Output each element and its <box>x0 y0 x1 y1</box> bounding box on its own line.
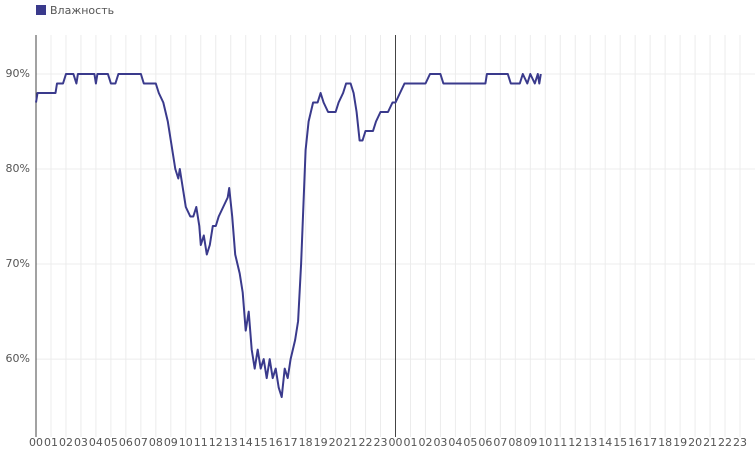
x-tick-label: 23 <box>733 436 747 449</box>
x-tick-label: 05 <box>104 436 118 449</box>
x-tick-label: 05 <box>463 436 477 449</box>
x-tick-label: 06 <box>478 436 492 449</box>
x-tick-label: 09 <box>523 436 537 449</box>
x-tick-label: 13 <box>583 436 597 449</box>
x-tick-label: 20 <box>688 436 702 449</box>
y-tick-label: 70% <box>6 257 30 270</box>
x-tick-label: 18 <box>299 436 313 449</box>
x-tick-label: 22 <box>718 436 732 449</box>
x-tick-label: 03 <box>433 436 447 449</box>
x-tick-label: 01 <box>403 436 417 449</box>
x-tick-label: 23 <box>374 436 388 449</box>
x-tick-label: 14 <box>239 436 253 449</box>
x-tick-label: 21 <box>344 436 358 449</box>
x-tick-label: 16 <box>269 436 283 449</box>
x-tick-label: 07 <box>493 436 507 449</box>
y-tick-label: 90% <box>6 67 30 80</box>
x-tick-label: 04 <box>89 436 103 449</box>
x-tick-label: 14 <box>598 436 612 449</box>
x-tick-label: 12 <box>568 436 582 449</box>
x-tick-label: 15 <box>613 436 627 449</box>
x-tick-label: 06 <box>119 436 133 449</box>
x-tick-label: 07 <box>134 436 148 449</box>
x-tick-label: 17 <box>284 436 298 449</box>
x-tick-label: 02 <box>59 436 73 449</box>
x-tick-label: 11 <box>553 436 567 449</box>
y-tick-label: 80% <box>6 162 30 175</box>
x-tick-label: 01 <box>44 436 58 449</box>
x-tick-label: 19 <box>673 436 687 449</box>
x-tick-label: 10 <box>538 436 552 449</box>
x-tick-label: 20 <box>329 436 343 449</box>
x-tick-label: 00 <box>29 436 43 449</box>
x-tick-label: 15 <box>254 436 268 449</box>
legend-label[interactable]: Влажность <box>50 4 114 17</box>
x-tick-label: 09 <box>164 436 178 449</box>
x-tick-label: 10 <box>179 436 193 449</box>
x-tick-label: 18 <box>658 436 672 449</box>
data-line <box>35 73 542 399</box>
x-tick-label: 13 <box>224 436 238 449</box>
x-tick-label: 08 <box>508 436 522 449</box>
x-tick-label: 11 <box>194 436 208 449</box>
x-tick-label: 12 <box>209 436 223 449</box>
x-tick-label: 03 <box>74 436 88 449</box>
x-tick-label: 16 <box>628 436 642 449</box>
x-tick-label: 22 <box>359 436 373 449</box>
x-tick-label: 19 <box>314 436 328 449</box>
x-tick-label: 08 <box>149 436 163 449</box>
y-tick-label: 60% <box>6 352 30 365</box>
x-tick-label: 04 <box>448 436 462 449</box>
x-tick-label: 21 <box>703 436 717 449</box>
legend-swatch <box>36 5 46 15</box>
x-tick-label: 00 <box>389 436 403 449</box>
x-tick-label: 02 <box>418 436 432 449</box>
x-tick-label: 17 <box>643 436 657 449</box>
